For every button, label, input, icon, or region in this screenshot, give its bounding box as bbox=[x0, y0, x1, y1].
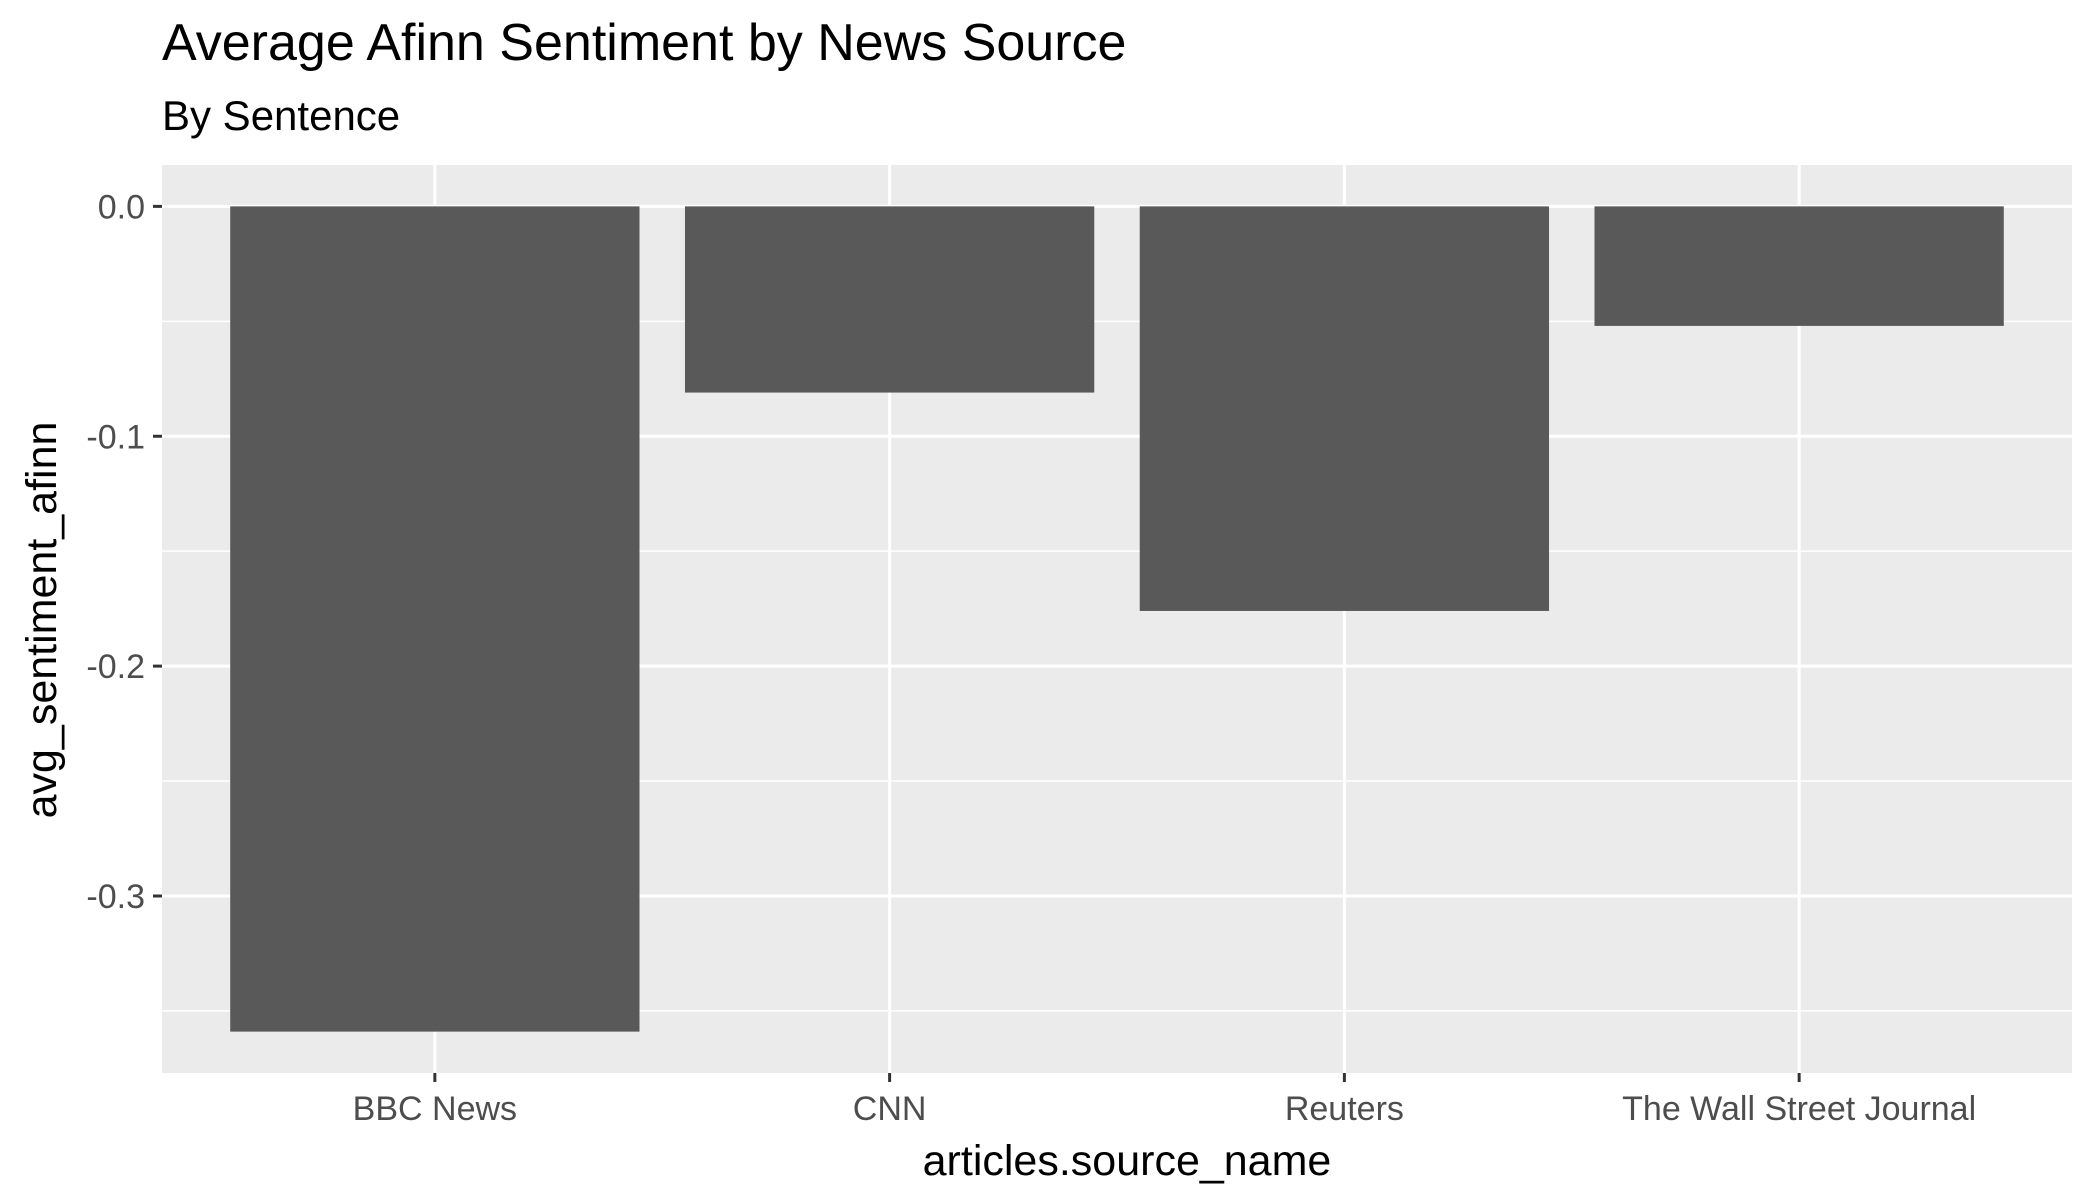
y-tick-label: -0.1 bbox=[86, 418, 145, 456]
y-tick-label: -0.2 bbox=[86, 648, 145, 686]
x-axis: BBC News CNN Reuters The Wall Street Journa… bbox=[353, 1073, 1976, 1128]
x-tick-label: CNN bbox=[853, 1090, 927, 1128]
bar-cnn bbox=[684, 206, 1095, 393]
x-axis-title: articles.source_name bbox=[923, 1137, 1332, 1185]
y-axis-title: avg_sentiment_afinn bbox=[18, 422, 66, 819]
y-axis: 0.0 -0.1 -0.2 -0.3 bbox=[86, 188, 162, 916]
bar-bbc-news bbox=[230, 206, 640, 1032]
x-tick-label: The Wall Street Journal bbox=[1622, 1090, 1976, 1128]
y-tick-label: -0.3 bbox=[86, 878, 145, 916]
x-tick-label: Reuters bbox=[1285, 1090, 1404, 1128]
bars bbox=[230, 206, 2004, 1032]
chart-subtitle: By Sentence bbox=[162, 92, 400, 139]
chart-title: Average Afinn Sentiment by News Source bbox=[162, 14, 1126, 72]
y-tick-label: 0.0 bbox=[98, 188, 145, 226]
bar-reuters bbox=[1139, 206, 1550, 611]
bar-the-wall-street-journal bbox=[1594, 206, 2004, 326]
x-tick-label: BBC News bbox=[353, 1090, 517, 1128]
